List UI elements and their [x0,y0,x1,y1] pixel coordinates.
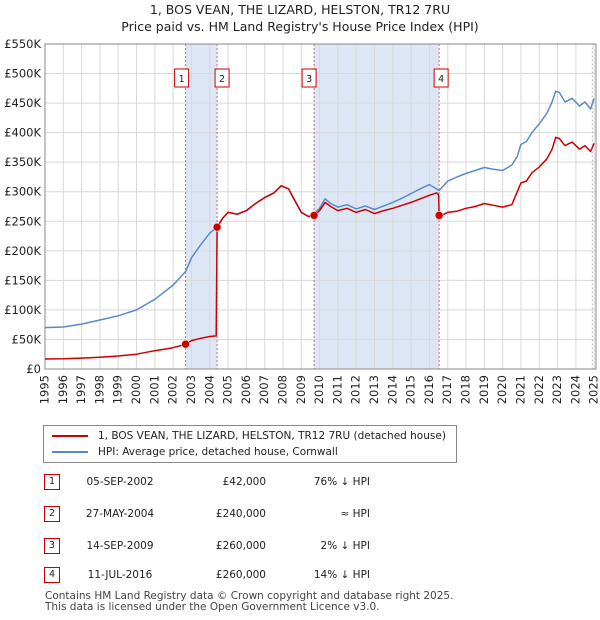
x-tick-label: 2001 [147,375,161,404]
sale-row: 2 27-MAY-2004 £240,000 ≈ HPI [0,504,600,524]
x-tick-label: 2002 [166,375,180,404]
legend: 1, BOS VEAN, THE LIZARD, HELSTON, TR12 7… [43,425,457,463]
sale-date: 14-SEP-2009 [86,540,154,552]
sale-price: £240,000 [215,508,266,520]
sale-point [212,222,222,232]
y-tick-label: £550K [4,37,41,51]
x-tick-label: 2018 [459,375,473,404]
x-tick-label: 2010 [312,375,326,404]
sale-row: 3 14-SEP-2009 £260,000 2% ↓ HPI [0,536,600,556]
y-tick-label: £500K [4,67,41,81]
x-tick-label: 2021 [513,375,527,404]
shaded-period [185,44,218,369]
x-tick-label: 2023 [550,375,564,404]
x-tick-label: 2022 [532,375,546,404]
sale-label-number: 4 [438,74,444,85]
footer: Contains HM Land Registry data © Crown c… [45,591,453,613]
sale-label-box [214,68,230,88]
shaded-period [314,44,440,369]
sale-number-badge: 4 [44,567,60,583]
sale-price: £260,000 [215,569,266,581]
sale-date: 11-JUL-2016 [87,569,153,581]
x-tick-label: 2011 [330,375,344,404]
footer-copyright: Contains HM Land Registry data © Crown c… [45,590,454,602]
sale-row: 4 11-JUL-2016 £260,000 14% ↓ HPI [0,565,600,585]
property-price-line [44,136,595,360]
x-tick-label: 2003 [184,375,198,404]
sale-hpi-comparison: ≈ HPI [340,508,370,520]
legend-label-hpi: HPI: Average price, detached house, Corn… [98,446,338,458]
x-tick-label: 1999 [111,375,125,404]
y-tick-label: £450K [4,96,41,110]
sale-label-box [174,68,190,88]
y-tick-label: £50K [12,332,42,346]
sale-price: £260,000 [215,540,266,552]
x-tick-label: 2005 [221,375,235,404]
x-tick-label: 2008 [275,375,289,404]
x-tick-label: 2004 [202,375,216,404]
sale-label-number: 1 [179,74,185,85]
x-tick-label: 2000 [129,375,143,404]
y-tick-label: £150K [4,273,41,287]
price-chart: 1 2 3 4 £0 £50K £100K £150K £200K £250K £300K £350K… [4,37,600,404]
x-tick-label: 2015 [404,375,418,404]
chart-subtitle: Price paid vs. HM Land Registry's House … [121,19,479,34]
x-tick-label: 1996 [56,375,70,404]
sale-hpi-comparison: 14% ↓ HPI [313,569,370,581]
x-tick-label: 2014 [385,375,399,404]
x-tick-label: 1995 [38,375,52,404]
x-tick-label: 2012 [349,375,363,404]
x-tick-label: 2020 [495,375,509,404]
sale-label-number: 3 [306,74,312,85]
legend-swatch-hpi [52,451,88,453]
x-tick-label: 1998 [92,375,106,404]
sale-row: 1 05-SEP-2002 £42,000 76% ↓ HPI [0,472,600,492]
x-tick-label: 2019 [477,375,491,404]
x-tick-label: 2009 [294,375,308,404]
sale-price: £42,000 [222,476,266,488]
x-tick-label: 1997 [74,375,88,404]
x-tick-label: 2013 [367,375,381,404]
legend-label-property: 1, BOS VEAN, THE LIZARD, HELSTON, TR12 7… [98,430,446,442]
sale-date: 05-SEP-2002 [86,476,154,488]
sale-label-number: 2 [219,74,225,85]
sale-hpi-comparison: 2% ↓ HPI [320,540,370,552]
y-tick-label: £250K [4,214,41,228]
legend-swatch-property [52,435,88,437]
footer-licence: This data is licensed under the Open Gov… [45,601,380,613]
y-tick-label: £350K [4,155,41,169]
y-tick-label: £100K [4,303,41,317]
sale-point [434,211,444,220]
plot-border [44,43,597,370]
x-tick-label: 2016 [422,375,436,404]
legend-item-property: 1, BOS VEAN, THE LIZARD, HELSTON, TR12 7… [52,428,446,444]
y-tick-label: £300K [4,185,41,199]
sale-point [181,339,190,349]
sale-number-badge: 1 [44,474,60,490]
x-tick-label: 2006 [239,375,253,404]
legend-item-hpi: HPI: Average price, detached house, Corn… [52,444,338,460]
sale-date: 27-MAY-2004 [85,508,155,520]
sale-label-box [301,68,317,88]
y-tick-label: £200K [4,244,41,258]
sale-label-box [433,68,449,88]
x-tick-label: 2024 [568,375,582,404]
sale-point [309,211,319,220]
y-tick-label: £400K [4,126,41,140]
chart-title: 1, BOS VEAN, THE LIZARD, HELSTON, TR12 7… [149,2,451,17]
hpi-line [44,90,595,329]
sale-hpi-comparison: 76% ↓ HPI [313,476,370,488]
y-tick-label: £0 [26,362,41,376]
sale-number-badge: 3 [44,538,60,554]
x-tick-label: 2017 [440,375,454,404]
sale-number-badge: 2 [44,506,60,522]
x-tick-label: 2007 [257,375,271,404]
x-tick-label: 2025 [587,375,600,404]
